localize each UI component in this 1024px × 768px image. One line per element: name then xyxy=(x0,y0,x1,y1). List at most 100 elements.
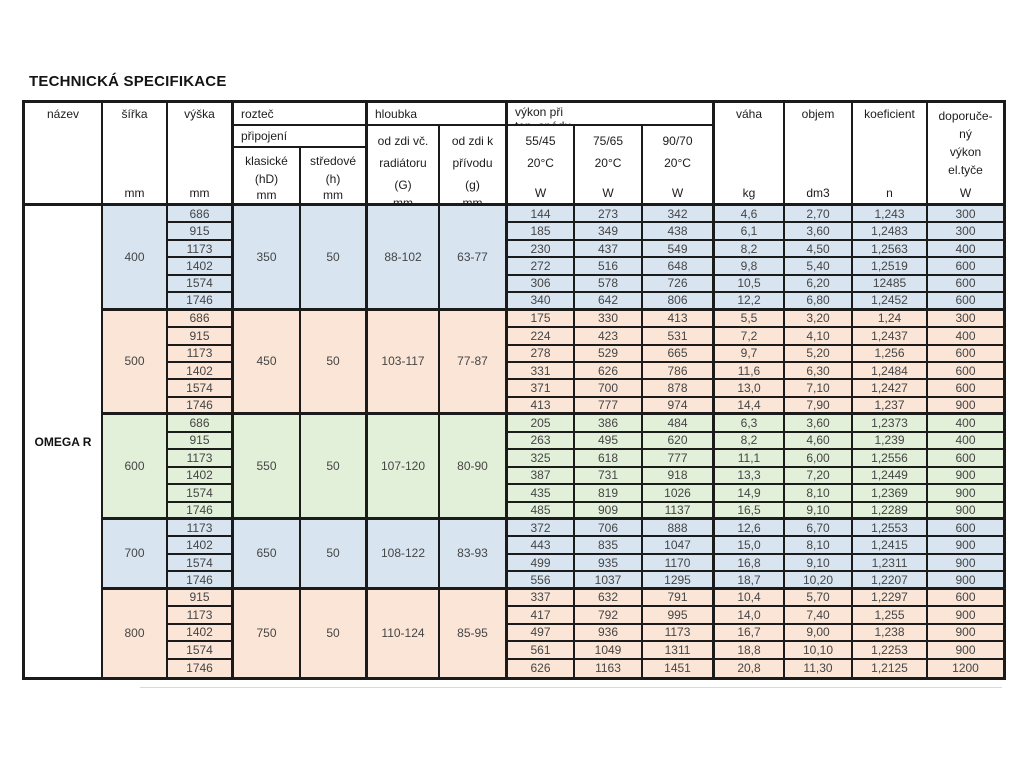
power-9070-cell: 1311 xyxy=(643,642,715,660)
power-9070-cell: 1170 xyxy=(643,554,715,573)
height-cell: 1574 xyxy=(168,380,234,398)
power-7565-cell: 578 xyxy=(575,275,643,294)
power-5545-cell: 278 xyxy=(508,345,575,363)
el-rod-power-cell: 300 xyxy=(928,310,1003,329)
power-9070-cell: 648 xyxy=(643,258,715,276)
power-9070-cell: 484 xyxy=(643,415,715,433)
power-7565-cell: 330 xyxy=(575,310,643,329)
header-objem-label: objem xyxy=(801,107,835,121)
depth-g2-cell: 63-77 xyxy=(440,206,508,311)
power-9070-cell: 1295 xyxy=(643,572,715,590)
volume-cell: 6,00 xyxy=(785,450,853,468)
pitch-central-cell: 50 xyxy=(301,206,368,311)
volume-cell: 4,10 xyxy=(785,328,853,346)
weight-cell: 8,2 xyxy=(715,240,785,259)
weight-cell: 5,5 xyxy=(715,310,785,329)
el-rod-power-cell: 300 xyxy=(928,206,1003,224)
weight-cell: 13,0 xyxy=(715,380,785,398)
coefficient-cell: 1,255 xyxy=(853,607,928,625)
header-doporuceny: doporuče- ný výkon el.tyče W xyxy=(928,103,1003,206)
power-5545-cell: 371 xyxy=(508,380,575,398)
width-group-cell: 400 xyxy=(103,206,168,311)
depth-g2-cell: 85-95 xyxy=(440,589,508,677)
power-7565-cell: 706 xyxy=(575,520,643,538)
power-7565-cell: 626 xyxy=(575,363,643,381)
power-5545-cell: 556 xyxy=(508,572,575,590)
power-5545-cell: 435 xyxy=(508,485,575,503)
coefficient-cell: 1,2253 xyxy=(853,642,928,660)
volume-cell: 7,90 xyxy=(785,397,853,416)
el-rod-power-cell: 900 xyxy=(928,537,1003,555)
el-rod-power-cell: 900 xyxy=(928,642,1003,660)
height-cell: 1173 xyxy=(168,345,234,363)
height-cell: 1574 xyxy=(168,642,234,660)
header-vykon-spadu-label: výkon při tep. spádu xyxy=(515,104,572,126)
power-7565-cell: 792 xyxy=(575,607,643,625)
header-temp-9070-label: 90/70 20°C xyxy=(662,134,693,170)
el-rod-power-cell: 600 xyxy=(928,589,1003,608)
height-cell: 686 xyxy=(168,206,234,224)
weight-cell: 4,6 xyxy=(715,206,785,224)
header-pripojeni-label: připojení xyxy=(241,129,288,143)
weight-cell: 6,1 xyxy=(715,223,785,241)
depth-g-cell: 107-120 xyxy=(368,415,440,520)
height-cell: 915 xyxy=(168,432,234,451)
power-9070-cell: 1137 xyxy=(643,502,715,520)
coefficient-cell: 1,2553 xyxy=(853,520,928,538)
header-koeficient-label: koeficient xyxy=(864,107,915,121)
power-9070-cell: 413 xyxy=(643,310,715,329)
volume-cell: 5,20 xyxy=(785,345,853,363)
depth-g2-cell: 80-90 xyxy=(440,415,508,520)
volume-cell: 3,60 xyxy=(785,415,853,433)
power-9070-cell: 1173 xyxy=(643,624,715,643)
pitch-classic-cell: 350 xyxy=(234,206,301,311)
pitch-classic-cell: 650 xyxy=(234,520,301,590)
height-cell: 1574 xyxy=(168,275,234,294)
header-temp-9070-unit: W xyxy=(671,186,684,200)
power-5545-cell: 230 xyxy=(508,240,575,259)
weight-cell: 18,7 xyxy=(715,572,785,590)
header-od-zdi-radiatoru-unit: mm xyxy=(393,196,413,206)
volume-cell: 10,20 xyxy=(785,572,853,590)
power-5545-cell: 175 xyxy=(508,310,575,329)
coefficient-cell: 1,2483 xyxy=(853,223,928,241)
weight-cell: 10,5 xyxy=(715,275,785,294)
coefficient-cell: 1,24 xyxy=(853,310,928,329)
header-vaha-unit: kg xyxy=(742,186,756,200)
coefficient-cell: 1,2207 xyxy=(853,572,928,590)
power-9070-cell: 918 xyxy=(643,467,715,486)
power-7565-cell: 1049 xyxy=(575,642,643,660)
volume-cell: 6,70 xyxy=(785,520,853,538)
weight-cell: 10,4 xyxy=(715,589,785,608)
volume-cell: 4,60 xyxy=(785,432,853,451)
power-7565-cell: 936 xyxy=(575,624,643,643)
height-cell: 1746 xyxy=(168,502,234,520)
volume-cell: 7,10 xyxy=(785,380,853,398)
header-roztec-label: rozteč xyxy=(241,106,274,121)
power-5545-cell: 306 xyxy=(508,275,575,294)
header-temp-9070: 90/70 20°C W xyxy=(643,126,715,206)
weight-cell: 16,5 xyxy=(715,502,785,520)
height-cell: 1574 xyxy=(168,485,234,503)
volume-cell: 9,10 xyxy=(785,502,853,520)
height-cell: 1746 xyxy=(168,572,234,590)
power-7565-cell: 273 xyxy=(575,206,643,224)
height-cell: 1173 xyxy=(168,607,234,625)
header-stredove-unit: mm xyxy=(323,188,343,202)
height-cell: 915 xyxy=(168,223,234,241)
height-cell: 1402 xyxy=(168,258,234,276)
power-9070-cell: 974 xyxy=(643,397,715,416)
weight-cell: 15,0 xyxy=(715,537,785,555)
header-temp-5545-unit: W xyxy=(534,186,547,200)
header-objem-unit: dm3 xyxy=(806,186,830,200)
coefficient-cell: 1,2449 xyxy=(853,467,928,486)
height-cell: 1402 xyxy=(168,363,234,381)
el-rod-power-cell: 400 xyxy=(928,415,1003,433)
header-temp-5545: 55/45 20°C W xyxy=(508,126,575,206)
el-rod-power-cell: 600 xyxy=(928,258,1003,276)
volume-cell: 4,50 xyxy=(785,240,853,259)
el-rod-power-cell: 900 xyxy=(928,554,1003,573)
height-cell: 686 xyxy=(168,310,234,329)
el-rod-power-cell: 600 xyxy=(928,363,1003,381)
power-9070-cell: 726 xyxy=(643,275,715,294)
